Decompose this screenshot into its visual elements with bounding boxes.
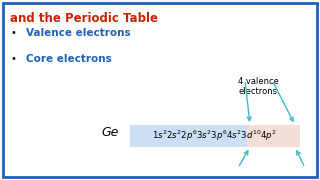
Text: Ge: Ge [101,127,119,140]
Text: and the Periodic Table: and the Periodic Table [10,12,158,25]
Text: •: • [10,54,16,64]
Bar [130,125,300,147]
Text: Valence electrons: Valence electrons [26,28,131,38]
Text: Core electrons: Core electrons [26,54,112,64]
Text: •: • [10,28,16,38]
Text: $1s^22s^22p^63s^23p^64s^23d^{10}4p^2$: $1s^22s^22p^63s^23p^64s^23d^{10}4p^2$ [152,129,277,143]
Bar [247,125,300,147]
Text: 4 valence
electrons: 4 valence electrons [237,77,278,96]
